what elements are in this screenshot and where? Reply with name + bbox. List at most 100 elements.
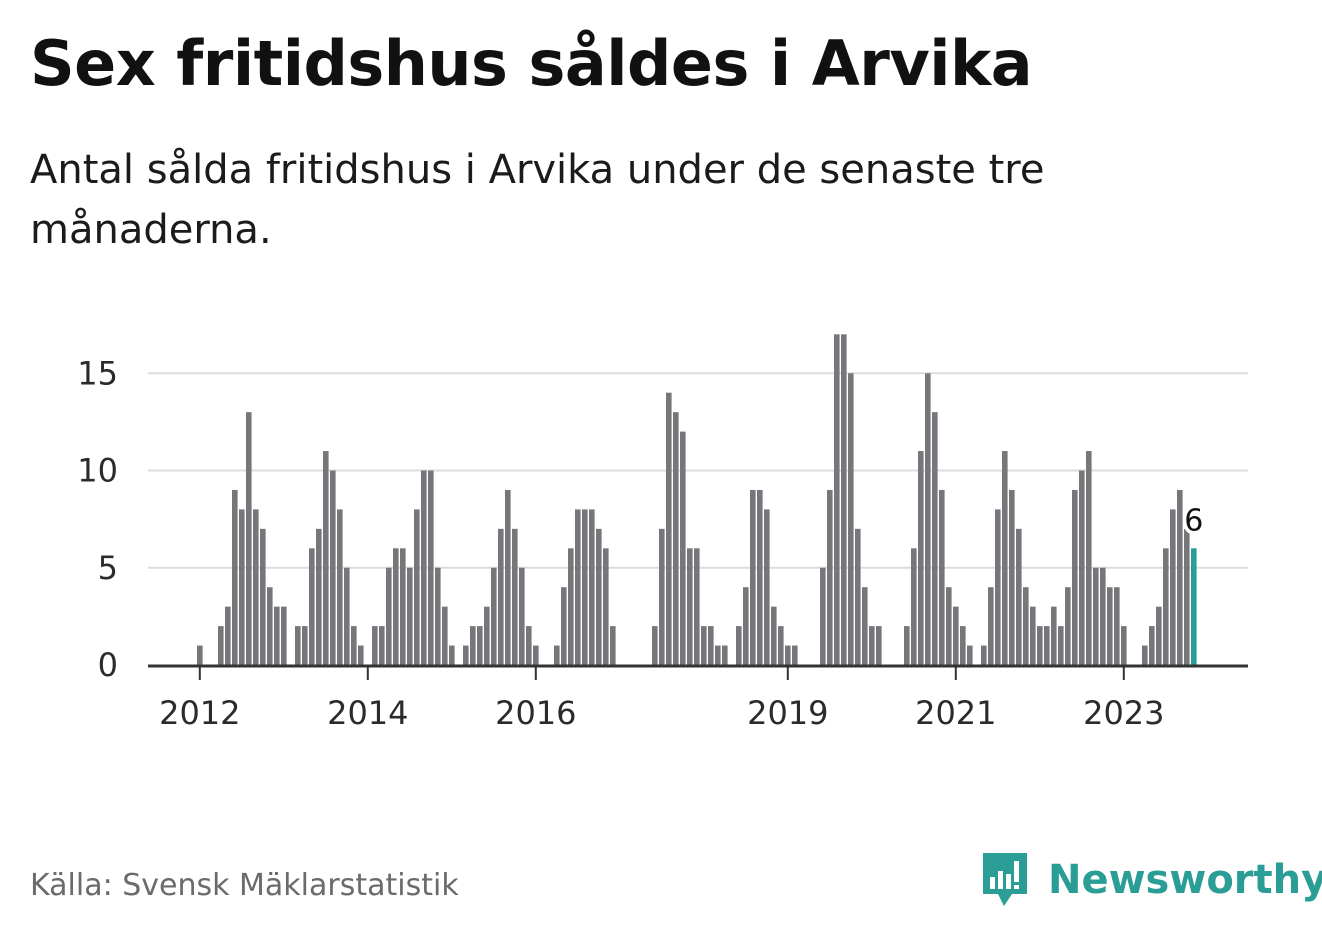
bar bbox=[1114, 587, 1120, 665]
bar bbox=[925, 373, 931, 665]
bar bbox=[722, 645, 728, 665]
bar bbox=[309, 548, 315, 665]
x-tick-label: 2014 bbox=[327, 694, 408, 732]
bar bbox=[1121, 626, 1127, 665]
x-tick-label: 2012 bbox=[159, 694, 240, 732]
bar bbox=[274, 606, 280, 665]
bar bbox=[442, 606, 448, 665]
bar bbox=[505, 489, 511, 665]
source-note: Källa: Svensk Mäklarstatistik bbox=[30, 868, 459, 903]
bar bbox=[1156, 606, 1162, 665]
bar bbox=[302, 626, 308, 665]
bar bbox=[932, 412, 938, 665]
bar bbox=[260, 528, 266, 665]
bar bbox=[379, 626, 385, 665]
bar bbox=[351, 626, 357, 665]
bar bbox=[1093, 567, 1099, 665]
logo-text: Newsworthy bbox=[1048, 857, 1322, 903]
bar bbox=[869, 626, 875, 665]
bar bbox=[666, 392, 672, 665]
bar bbox=[827, 489, 833, 665]
bar bbox=[358, 645, 364, 665]
bar bbox=[1058, 626, 1064, 665]
y-tick-label: 5 bbox=[98, 549, 118, 587]
bar bbox=[876, 626, 882, 665]
bar bbox=[414, 509, 420, 665]
bar bbox=[1107, 587, 1113, 665]
bar bbox=[1100, 567, 1106, 665]
bar bbox=[680, 431, 686, 665]
bars bbox=[197, 334, 1197, 665]
bar bbox=[575, 509, 581, 665]
bar bbox=[1184, 528, 1190, 665]
bar bbox=[470, 626, 476, 665]
chart-title: Sex fritidshus såldes i Arvika bbox=[30, 27, 1033, 100]
bar bbox=[764, 509, 770, 665]
x-tick-label: 2016 bbox=[495, 694, 576, 732]
value-label: 6 bbox=[1184, 503, 1203, 538]
bar bbox=[232, 489, 238, 665]
bar bbox=[323, 451, 329, 665]
bar bbox=[477, 626, 483, 665]
bar bbox=[1086, 451, 1092, 665]
bar bbox=[715, 645, 721, 665]
bar bbox=[589, 509, 595, 665]
bar bbox=[246, 412, 252, 665]
bar bbox=[792, 645, 798, 665]
bar bbox=[239, 509, 245, 665]
bar bbox=[561, 587, 567, 665]
bar bbox=[1009, 489, 1015, 665]
bar bbox=[1030, 606, 1036, 665]
bar bbox=[435, 567, 441, 665]
bar bbox=[1170, 509, 1176, 665]
bar bbox=[960, 626, 966, 665]
bar bbox=[316, 528, 322, 665]
x-tick-label: 2019 bbox=[747, 694, 828, 732]
bar bbox=[904, 626, 910, 665]
y-tick-label: 0 bbox=[98, 646, 118, 684]
bar bbox=[1002, 451, 1008, 665]
bar bbox=[253, 509, 259, 665]
bar-highlight bbox=[1191, 548, 1197, 665]
bar bbox=[596, 528, 602, 665]
bar bbox=[673, 412, 679, 665]
bar bbox=[512, 528, 518, 665]
bar bbox=[603, 548, 609, 665]
bar bbox=[407, 567, 413, 665]
bar bbox=[295, 626, 301, 665]
y-tick-label: 15 bbox=[77, 354, 118, 392]
bar bbox=[281, 606, 287, 665]
bar bbox=[218, 626, 224, 665]
bar bbox=[267, 587, 273, 665]
bar bbox=[428, 470, 434, 665]
bar bbox=[421, 470, 427, 665]
bar bbox=[330, 470, 336, 665]
bar bbox=[1142, 645, 1148, 665]
bar bbox=[344, 567, 350, 665]
bar-chart-speech-bubble-icon bbox=[983, 853, 1027, 906]
bar bbox=[995, 509, 1001, 665]
bar bbox=[1079, 470, 1085, 665]
bar bbox=[778, 626, 784, 665]
bar bbox=[400, 548, 406, 665]
bar bbox=[533, 645, 539, 665]
bar bbox=[526, 626, 532, 665]
bar bbox=[939, 489, 945, 665]
bar bbox=[736, 626, 742, 665]
bar bbox=[946, 587, 952, 665]
bar-chart: 0 5 10 15 2012 2014 2016 2019 2021 2023 6 bbox=[77, 334, 1248, 732]
bar bbox=[1037, 626, 1043, 665]
bar bbox=[652, 626, 658, 665]
bar bbox=[393, 548, 399, 665]
bar bbox=[988, 587, 994, 665]
bar bbox=[610, 626, 616, 665]
bar bbox=[1149, 626, 1155, 665]
bar bbox=[743, 587, 749, 665]
bar bbox=[1072, 489, 1078, 665]
bar bbox=[694, 548, 700, 665]
x-tick-label: 2021 bbox=[915, 694, 996, 732]
bar bbox=[1177, 489, 1183, 665]
bar bbox=[386, 567, 392, 665]
y-tick-label: 10 bbox=[77, 452, 118, 490]
bar bbox=[953, 606, 959, 665]
